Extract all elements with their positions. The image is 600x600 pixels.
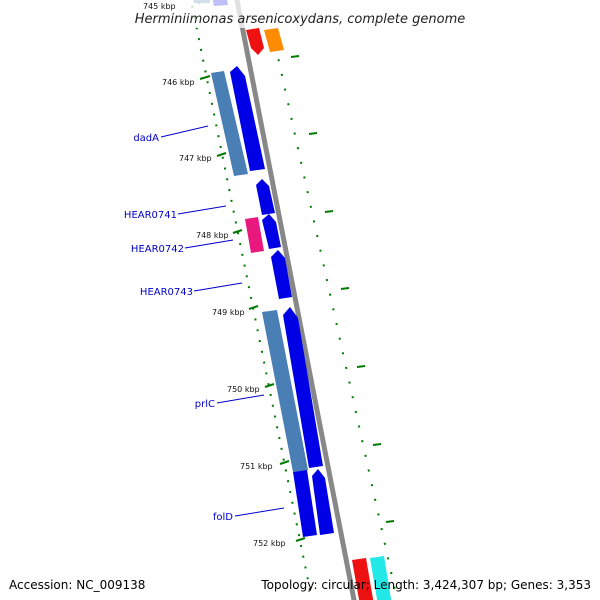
kbp-label: 747 kbp bbox=[179, 154, 212, 163]
gene-label-HEAR0742[interactable]: HEAR0742 bbox=[131, 244, 184, 255]
kbp-label: 745 kbp bbox=[143, 2, 176, 11]
kbp-label: 746 kbp bbox=[162, 78, 195, 87]
outer-guide-line bbox=[271, 29, 396, 591]
gene-label-HEAR0741[interactable]: HEAR0741 bbox=[124, 210, 177, 221]
topology-label: Topology: circular; Length: 3,424,307 bp… bbox=[261, 578, 591, 592]
HEAR0742-cds-arrow bbox=[262, 214, 281, 249]
dadA-gene-bar bbox=[211, 71, 248, 176]
gene-label-folD[interactable]: folD bbox=[213, 512, 233, 523]
orange-feature-top bbox=[264, 28, 284, 52]
dadA-cds-arrow bbox=[230, 66, 265, 171]
title-backdrop bbox=[0, 0, 600, 28]
gene-label-HEAR0743[interactable]: HEAR0743 bbox=[140, 287, 193, 298]
accession-label: Accession: NC_009138 bbox=[9, 578, 146, 592]
red-feature-top bbox=[246, 28, 264, 55]
genome-backbone bbox=[234, 0, 357, 600]
folD-gene-block bbox=[293, 470, 317, 537]
prlC-cds-arrow bbox=[283, 307, 323, 468]
HEAR0743-cds-arrow bbox=[271, 250, 292, 299]
folD-cds-arrow bbox=[312, 469, 334, 535]
kbp-label: 748 kbp bbox=[196, 231, 229, 240]
kbp-ticks bbox=[197, 0, 395, 542]
kbp-label: 750 kbp bbox=[227, 385, 260, 394]
gene-label-dadA[interactable]: dadA bbox=[133, 133, 159, 144]
kbp-label: 752 kbp bbox=[253, 539, 286, 548]
pink-feature bbox=[245, 217, 264, 253]
gene-label-prlC[interactable]: prlC bbox=[195, 399, 215, 410]
genome-title: Herminiimonas arsenicoxydans, complete g… bbox=[135, 12, 465, 27]
kbp-label: 751 kbp bbox=[240, 462, 273, 471]
prlC-gene-bar bbox=[262, 310, 308, 472]
gene-label-leaders bbox=[160, 125, 285, 517]
kbp-label: 749 kbp bbox=[212, 308, 245, 317]
HEAR0741-cds-arrow bbox=[256, 179, 275, 215]
red-feature-bottom bbox=[352, 558, 374, 600]
cyan-feature-bottom bbox=[370, 556, 392, 600]
